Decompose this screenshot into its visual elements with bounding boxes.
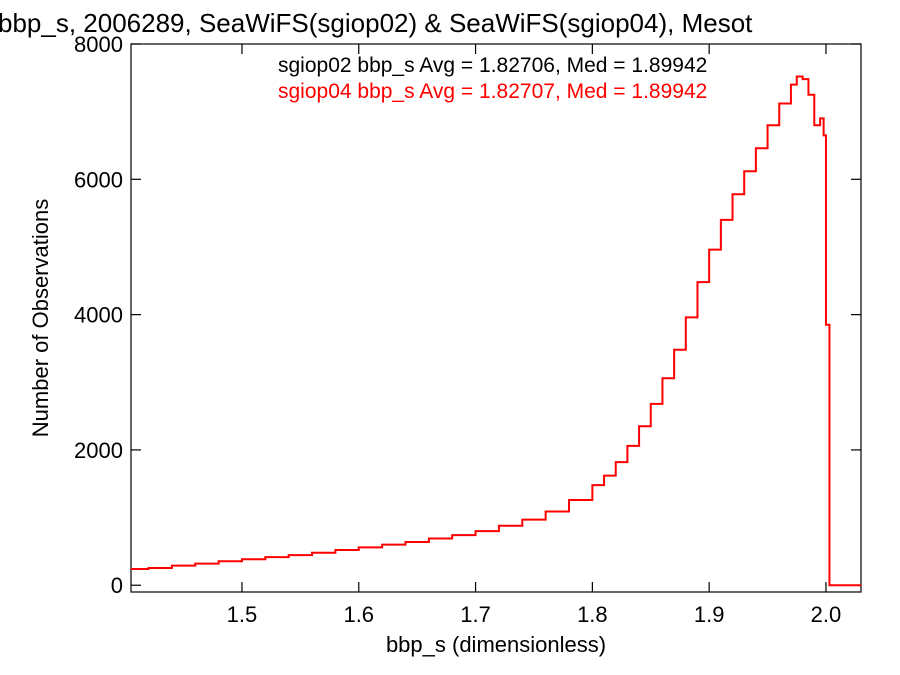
x-tick-label: 1.7 <box>460 602 491 627</box>
y-tick-label: 4000 <box>74 303 123 328</box>
x-axis-ticks: 1.5 1.6 1.7 1.8 1.9 2.0 <box>227 44 842 627</box>
y-tick-label: 6000 <box>74 167 123 192</box>
plot-frame <box>130 43 862 593</box>
chart-title: bbp_s, 2006289, SeaWiFS(sgiop02) & SeaWi… <box>0 8 753 38</box>
x-tick-label: 1.6 <box>343 602 374 627</box>
y-tick-label: 0 <box>111 573 123 598</box>
x-axis-label: bbp_s (dimensionless) <box>386 632 606 657</box>
x-tick-label: 1.9 <box>694 602 725 627</box>
y-axis-ticks: 0 2000 4000 6000 8000 <box>74 32 861 598</box>
annotation-sgiop02-stats: sgiop02 bbp_s Avg = 1.82706, Med = 1.899… <box>278 54 707 77</box>
series-line-0 <box>131 75 861 587</box>
annotation-sgiop04-stats: sgiop04 bbp_s Avg = 1.82707, Med = 1.899… <box>278 80 707 103</box>
series-layer <box>131 75 861 587</box>
x-tick-label: 2.0 <box>811 602 842 627</box>
y-axis-label: Number of Observations <box>28 199 53 437</box>
x-tick-label: 1.5 <box>227 602 258 627</box>
y-tick-label: 8000 <box>74 32 123 57</box>
y-tick-label: 2000 <box>74 438 123 463</box>
x-tick-label: 1.8 <box>577 602 608 627</box>
